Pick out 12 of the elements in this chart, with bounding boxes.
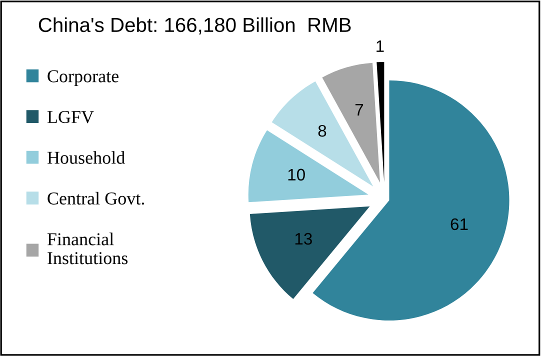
data-label: 8	[318, 124, 326, 137]
data-label: 1	[376, 40, 384, 52]
chart-title: China's Debt: 166,180 Billion RMB	[38, 17, 351, 34]
legend-label: LGFV	[47, 110, 94, 124]
data-label: 61	[450, 218, 468, 230]
data-label: 7	[355, 104, 364, 116]
legend-label: Financial Institutions	[47, 232, 128, 264]
legend-label: Household	[47, 151, 125, 164]
legend-label: Central Govt.	[48, 192, 144, 205]
data-label: 13	[295, 232, 312, 245]
legend-label: Corporate	[48, 70, 118, 86]
data-label: 10	[288, 168, 305, 181]
